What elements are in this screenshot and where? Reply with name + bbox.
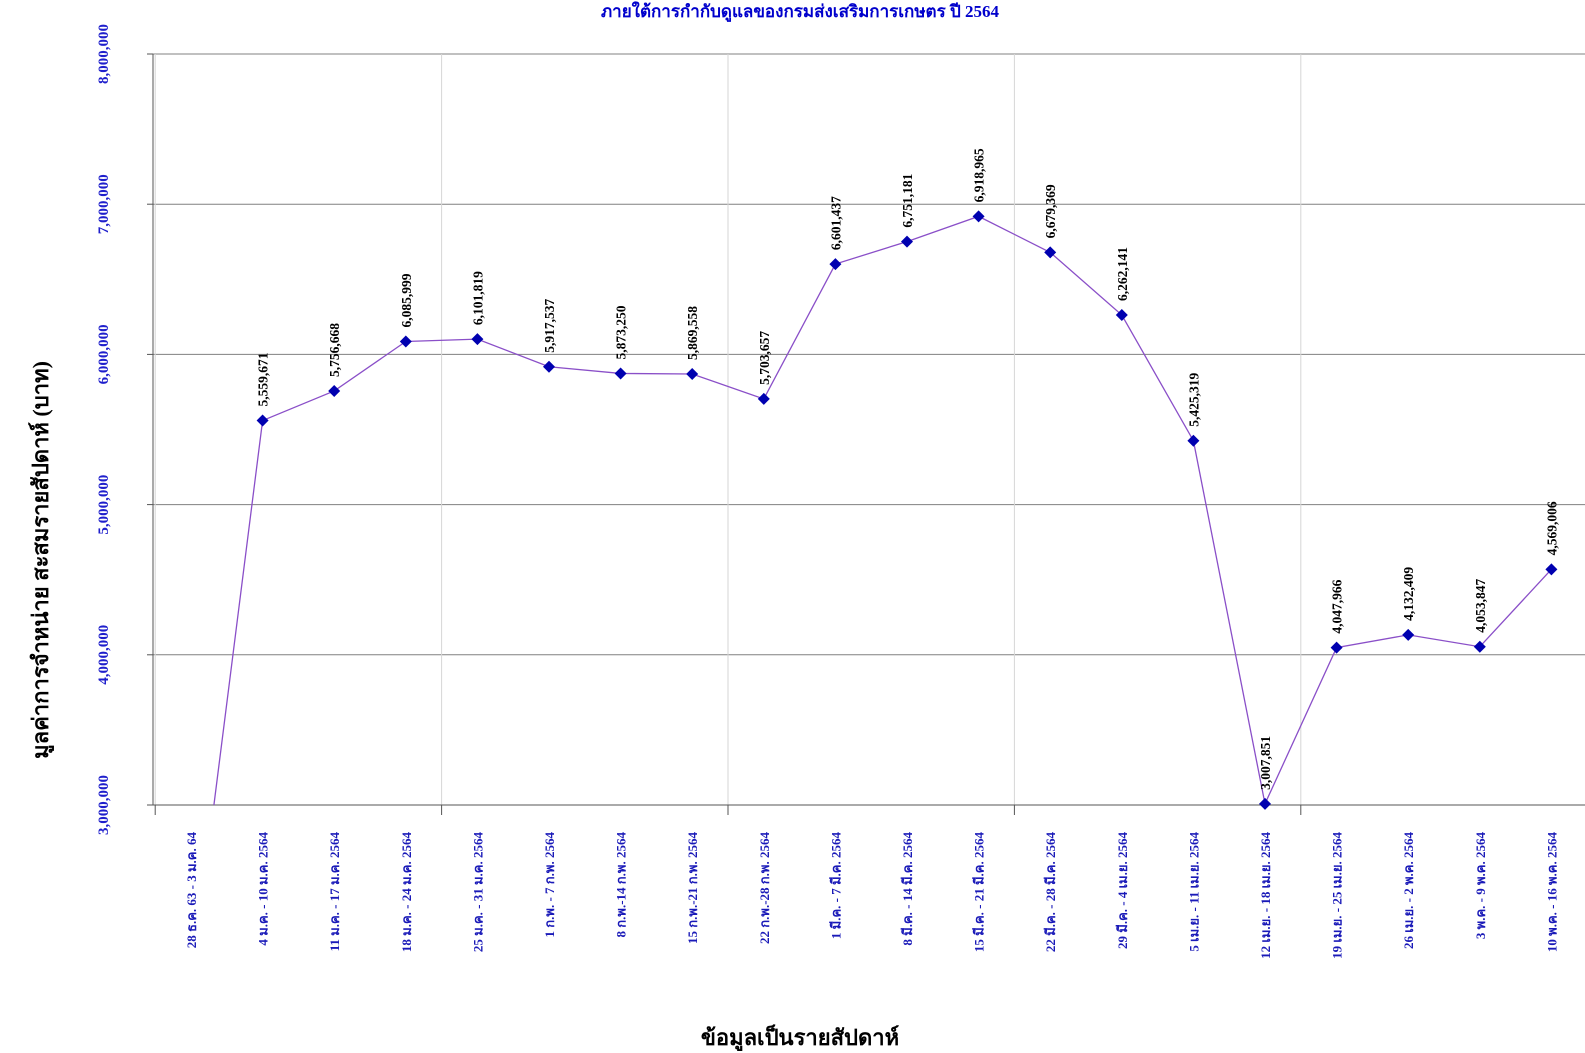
- data-point-marker: [1330, 641, 1343, 654]
- x-tick-label: 22 ก.พ.-28 ก.พ. 2564: [757, 832, 772, 944]
- data-label: 4,047,966: [1330, 579, 1345, 633]
- x-tick-label: 26 เม.ย. - 2 พ.ค. 2564: [1401, 832, 1416, 949]
- y-axis-ticks: 3,000,000 4,000,000 5,000,000 6,000,000 7,00…: [96, 24, 112, 835]
- data-point-marker: [614, 367, 627, 380]
- chart-title: ภายใต้การกำกับดูแลของกรมส่งเสริมการเกษตร…: [601, 1, 1000, 23]
- x-axis-ticks: 28 ธ.ค. 63 - 3 ม.ค. 64 4 ม.ค. - 10 ม.ค. 2…: [184, 832, 1559, 959]
- data-point-marker: [1473, 640, 1486, 653]
- data-label: 5,425,319: [1186, 372, 1201, 426]
- x-tick-label: 28 ธ.ค. 63 - 3 ม.ค. 64: [184, 832, 199, 949]
- x-tick-label: 11 ม.ค. - 17 ม.ค. 2564: [327, 832, 342, 952]
- data-label: 4,132,409: [1401, 567, 1416, 621]
- data-labels: 5,559,671 5,756,668 6,085,999 6,101,819 5,91…: [256, 148, 1560, 790]
- data-label: 5,703,657: [757, 331, 772, 385]
- y-tick-label: 4,000,000: [96, 625, 112, 685]
- y-tick-label: 6,000,000: [96, 324, 112, 384]
- data-point-marker: [471, 333, 484, 346]
- y-tick-label: 5,000,000: [96, 475, 112, 535]
- data-label: 5,756,668: [327, 323, 342, 377]
- x-tick-label: 29 มี.ค. - 4 เม.ย. 2564: [1115, 832, 1130, 949]
- x-tick-label: 25 ม.ค. - 31 ม.ค. 2564: [470, 832, 485, 953]
- x-tick-label: 1 มี.ค. - 7 มี.ค. 2564: [828, 832, 843, 940]
- data-point-marker: [757, 392, 770, 405]
- data-point-marker: [1044, 246, 1057, 259]
- data-label: 5,917,537: [542, 299, 557, 353]
- series-line: [213, 215, 1552, 806]
- x-tick-label: 8 มี.ค. - 14 มี.ค. 2564: [900, 832, 915, 946]
- x-tick-label: 4 ม.ค. - 10 ม.ค. 2564: [256, 832, 271, 946]
- data-point-marker: [686, 367, 699, 380]
- data-point-marker: [1259, 797, 1271, 810]
- data-point-marker: [1402, 628, 1415, 641]
- data-label: 5,559,671: [256, 352, 271, 406]
- y-tick-label: 3,000,000: [96, 775, 112, 835]
- data-point-marker: [1545, 563, 1558, 576]
- data-point-marker: [543, 360, 555, 373]
- data-point-marker: [901, 235, 913, 248]
- data-point-marker: [1187, 434, 1200, 447]
- y-tick-label: 8,000,000: [96, 24, 112, 84]
- data-label: 6,101,819: [470, 271, 485, 325]
- data-label: 6,262,141: [1115, 247, 1130, 301]
- data-label: 5,873,250: [614, 305, 629, 359]
- data-label: 6,918,965: [972, 148, 987, 202]
- data-label: 6,085,999: [399, 273, 414, 327]
- x-tick-label: 1 ก.พ. - 7 ก.พ. 2564: [542, 832, 557, 938]
- x-tick-label: 3 พ.ค. - 9 พ.ค. 2564: [1473, 832, 1488, 940]
- x-tick-label: 15 ก.พ.-21 ก.พ. 2564: [685, 832, 700, 944]
- data-label: 3,007,851: [1258, 736, 1273, 790]
- data-point-marker: [972, 210, 985, 223]
- data-label: 6,601,437: [828, 196, 843, 250]
- data-label: 4,569,006: [1544, 501, 1559, 555]
- x-tick-label: 10 พ.ค. - 16 พ.ค. 2564: [1544, 832, 1559, 953]
- data-point-marker: [328, 384, 341, 397]
- chart-axes: [147, 53, 1585, 815]
- y-tick-label: 7,000,000: [96, 174, 112, 234]
- x-tick-label: 15 มี.ค. - 21 มี.ค. 2564: [972, 832, 987, 953]
- x-tick-label: 5 เม.ย. - 11 เม.ย. 2564: [1186, 832, 1201, 952]
- data-point-marker: [256, 414, 269, 427]
- data-point-marker: [399, 335, 412, 348]
- x-tick-label: 12 เม.ย. - 18 เม.ย. 2564: [1258, 832, 1273, 959]
- y-axis-label: มูลค่าการจำหน่าย สะสมรายสัปดาห์ (บาท): [28, 361, 55, 759]
- data-label: 5,869,558: [685, 306, 700, 360]
- x-tick-label: 19 เม.ย. - 25 เม.ย. 2564: [1330, 832, 1345, 959]
- data-label: 4,053,847: [1473, 578, 1488, 632]
- chart-gridlines: [153, 53, 1585, 805]
- data-point-marker: [829, 258, 842, 271]
- data-label: 6,679,369: [1043, 184, 1058, 238]
- x-tick-label: 22 มี.ค. - 28 มี.ค. 2564: [1043, 832, 1058, 953]
- data-label: 6,751,181: [900, 173, 915, 227]
- x-tick-label: 8 ก.พ.-14 ก.พ. 2564: [614, 832, 629, 938]
- x-tick-label: 18 ม.ค. - 24 ม.ค. 2564: [399, 832, 414, 953]
- x-axis-label: ข้อมูลเป็นรายสัปดาห์: [701, 1023, 899, 1052]
- data-point-marker: [1115, 309, 1128, 322]
- chart-series: [213, 210, 1558, 810]
